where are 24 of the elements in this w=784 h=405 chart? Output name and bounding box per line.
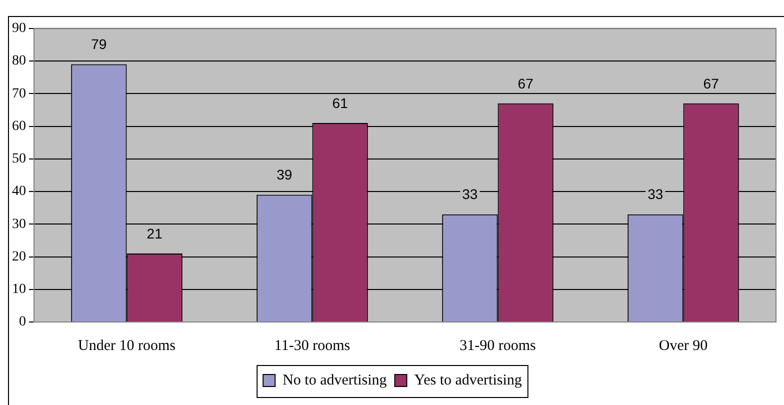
y-tick-label: 90 [12,21,26,36]
data-label: 61 [332,94,348,111]
y-tick-label: 0 [19,314,26,330]
y-tick-label: 10 [12,282,26,298]
y-tick-label: 50 [12,152,26,167]
data-label: 21 [146,225,163,242]
y-tick-label: 70 [12,86,26,102]
y-tick-label: 30 [12,216,26,232]
y-tick-label: 20 [12,249,26,264]
data-label: 67 [518,75,534,92]
y-tick-label: 60 [12,118,26,134]
data-label: 33 [462,186,478,202]
data-label: 79 [91,36,107,52]
x-tick-label: Over 90 [658,338,708,354]
data-label: 67 [703,75,720,92]
x-tick-label: Under 10 rooms [78,338,176,354]
data-label: 33 [648,186,664,202]
y-tick-label: 40 [12,184,26,200]
legend-label: No to advertising [282,372,388,388]
y-tick-label: 80 [12,54,26,69]
legend-label: Yes to advertising [414,372,522,388]
x-tick-label: 11-30 rooms [274,338,350,354]
x-tick-label: 31-90 rooms [460,338,536,354]
data-label: 39 [276,166,292,183]
